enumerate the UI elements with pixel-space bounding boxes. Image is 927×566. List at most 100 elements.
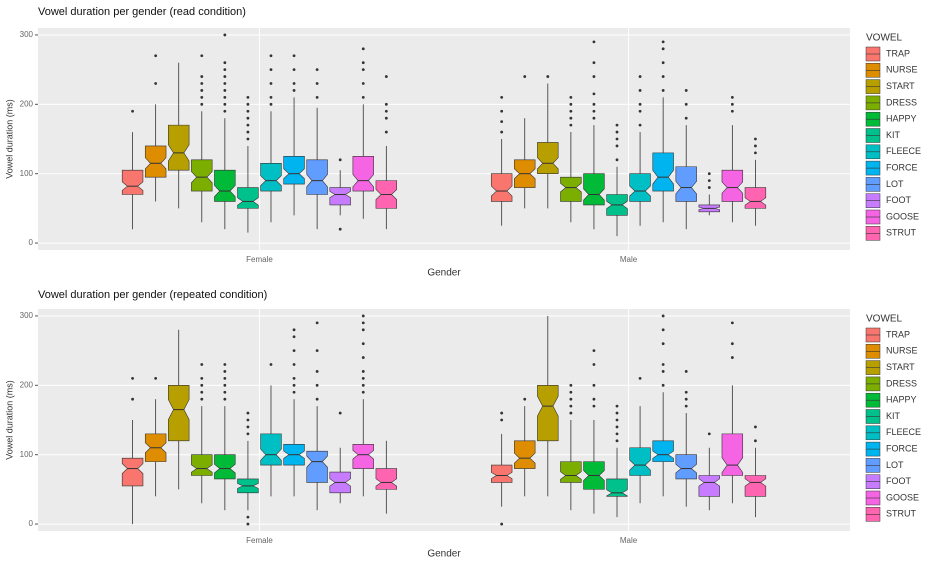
outlier xyxy=(361,61,365,65)
outlier xyxy=(730,109,734,113)
box xyxy=(168,124,190,171)
legend-label: FLEECE xyxy=(886,146,921,156)
outlier xyxy=(569,411,573,415)
outlier xyxy=(684,102,688,106)
box xyxy=(629,447,651,476)
outlier xyxy=(315,321,319,325)
outlier xyxy=(223,68,227,72)
outlier xyxy=(615,418,619,422)
outlier xyxy=(200,89,204,92)
outlier xyxy=(661,75,665,78)
outlier xyxy=(754,144,757,148)
outlier xyxy=(361,376,365,380)
outlier xyxy=(592,116,596,120)
y-tick-label: 0 xyxy=(29,238,34,247)
outlier xyxy=(569,123,573,127)
box xyxy=(191,454,213,476)
outlier xyxy=(131,397,134,401)
y-axis-label: Vowel duration (ms) xyxy=(4,99,14,179)
outlier xyxy=(361,68,365,72)
box xyxy=(375,468,398,490)
box xyxy=(490,464,513,483)
outlier xyxy=(269,363,273,366)
box xyxy=(260,162,282,192)
outlier xyxy=(592,383,596,387)
box xyxy=(144,145,167,178)
outlier xyxy=(500,109,504,113)
box xyxy=(168,385,190,442)
outlier xyxy=(707,186,711,189)
box xyxy=(560,461,582,483)
y-tick-label: 300 xyxy=(20,30,34,39)
y-tick-label: 100 xyxy=(20,169,34,178)
outlier xyxy=(269,102,273,106)
outlier xyxy=(615,432,619,436)
box xyxy=(283,156,305,185)
outlier xyxy=(592,363,596,366)
outlier xyxy=(154,376,158,380)
x-tick-label: Male xyxy=(620,536,638,545)
outlier xyxy=(638,89,642,92)
legend-label: DRESS xyxy=(886,97,917,107)
outlier xyxy=(384,116,388,120)
legend-label: HAPPY xyxy=(886,395,917,405)
legend-label: KIT xyxy=(886,130,901,140)
legend-label: LOT xyxy=(886,460,904,470)
outlier xyxy=(384,130,388,134)
outlier xyxy=(361,390,365,394)
box xyxy=(237,187,259,209)
box xyxy=(214,454,236,480)
outlier xyxy=(223,61,227,65)
outlier xyxy=(569,95,573,99)
outlier xyxy=(154,54,158,58)
outlier xyxy=(384,109,388,113)
outlier xyxy=(569,102,573,106)
outlier xyxy=(269,82,273,85)
plot-background xyxy=(38,28,850,250)
outlier xyxy=(684,404,688,408)
outlier xyxy=(384,75,388,78)
legend-label: NURSE xyxy=(886,65,918,75)
box xyxy=(652,152,674,192)
outlier xyxy=(361,356,365,359)
plot-background xyxy=(38,309,850,531)
outlier xyxy=(223,102,227,106)
outlier xyxy=(661,370,665,373)
box xyxy=(260,433,282,466)
outlier xyxy=(661,40,665,44)
outlier xyxy=(269,95,273,99)
box xyxy=(121,457,144,487)
outlier xyxy=(730,102,734,106)
outlier xyxy=(361,321,365,325)
outlier xyxy=(730,356,734,359)
box xyxy=(698,475,720,497)
box xyxy=(352,156,374,192)
outlier xyxy=(200,376,204,380)
outlier xyxy=(569,109,573,113)
outlier xyxy=(315,95,319,99)
outlier xyxy=(223,109,227,113)
outlier xyxy=(754,137,757,141)
outlier xyxy=(338,158,342,162)
outlier xyxy=(315,82,319,85)
outlier xyxy=(223,75,227,78)
outlier xyxy=(754,439,757,443)
x-tick-label: Male xyxy=(620,255,638,264)
y-tick-label: 300 xyxy=(20,311,34,320)
box xyxy=(583,173,605,206)
outlier xyxy=(523,397,527,401)
legend-label: HAPPY xyxy=(886,114,917,124)
legend-label: DRESS xyxy=(886,378,917,388)
outlier xyxy=(223,376,227,380)
outlier xyxy=(246,116,250,120)
x-tick-label: Female xyxy=(246,536,273,545)
outlier xyxy=(684,397,688,401)
outlier xyxy=(200,75,204,78)
outlier xyxy=(246,130,250,134)
box xyxy=(214,169,236,202)
outlier xyxy=(661,383,665,387)
outlier xyxy=(223,383,227,387)
outlier xyxy=(615,425,619,429)
outlier xyxy=(338,411,342,415)
